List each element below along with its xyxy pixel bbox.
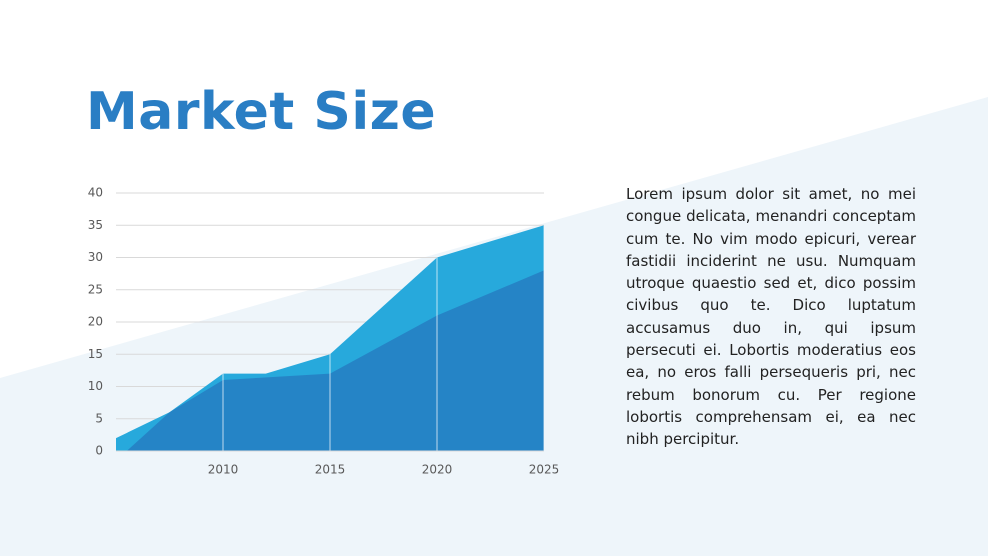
y-tick-label: 30	[88, 250, 103, 264]
area	[126, 270, 544, 451]
y-tick-label: 25	[88, 282, 103, 296]
body-text: Lorem ipsum dolor sit amet, no mei congu…	[626, 185, 916, 449]
y-tick-label: 10	[88, 379, 103, 393]
y-tick-label: 15	[88, 347, 103, 361]
y-tick-label: 40	[88, 186, 103, 200]
x-tick-label: 2010	[208, 463, 239, 477]
y-tick-label: 35	[88, 218, 103, 232]
y-tick-label: 0	[95, 444, 103, 458]
x-tick-label: 2020	[422, 463, 453, 477]
x-tick-label: 2015	[315, 463, 346, 477]
x-tick-label: 2025	[529, 463, 560, 477]
slide-title: Market Size	[86, 82, 437, 142]
y-tick-label: 20	[88, 315, 103, 329]
y-tick-label: 5	[95, 411, 103, 425]
